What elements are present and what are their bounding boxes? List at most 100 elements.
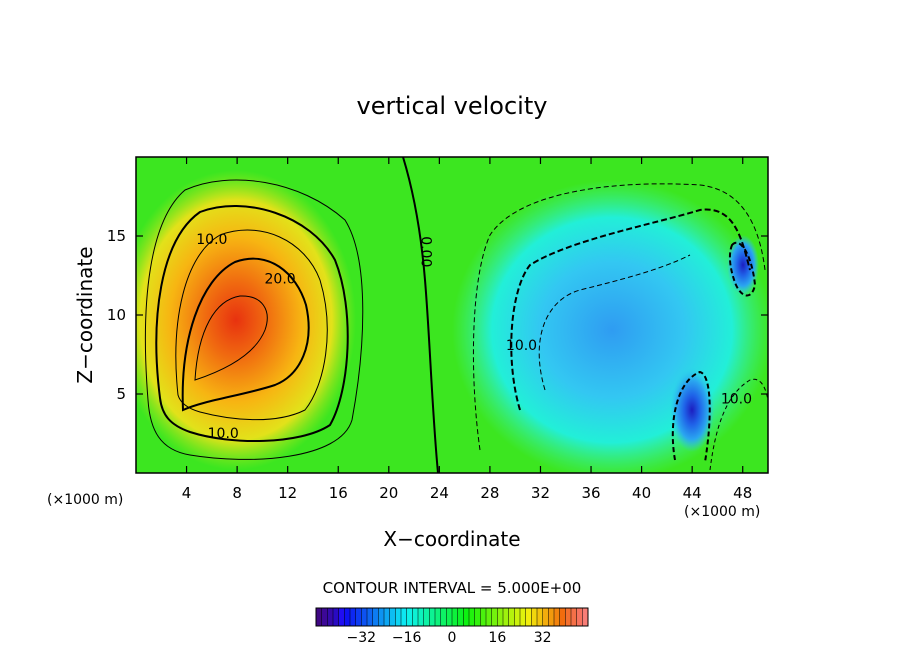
colorbar-cell [503,608,510,626]
colorbar-frame [315,607,589,627]
contour-line [194,295,268,381]
updraft-shading [136,170,356,470]
contour-line [538,254,691,391]
x-tick-label: 4 [182,484,192,502]
contour-line [510,208,751,411]
colorbar-cell [327,608,334,626]
colorbar-cell [321,608,328,626]
contour-line [181,257,310,412]
colorbar-cell [395,608,402,626]
colorbar-cell [372,608,379,626]
x-tick-label: 24 [430,484,449,502]
colorbar-cell [514,608,521,626]
colorbar-cell [412,608,419,626]
contour-label: 20.0 [265,271,296,287]
colorbar-cell [486,608,493,626]
colorbar-cell [497,608,504,626]
x-tick-label: 20 [379,484,398,502]
x-axis-unit-right: (×1000 m) [684,504,760,520]
colorbar-cell [457,608,464,626]
colorbar-cell [361,608,368,626]
colorbar-cell [508,608,515,626]
colorbar-cell [491,608,498,626]
contour-line [709,378,768,471]
chart-title: vertical velocity [357,92,548,120]
colorbar-cell [338,608,345,626]
colorbar-cell [480,608,487,626]
y-tick-label: 10 [107,306,126,324]
x-tick-label: 8 [232,484,242,502]
colorbar-cell [452,608,459,626]
colorbar-cell [429,608,436,626]
colorbar [315,607,589,627]
colorbar-cell [554,608,561,626]
colorbar-cell [350,608,357,626]
downdraft-shading [452,180,768,473]
x-tick-label: 12 [278,484,297,502]
colorbar-cell [565,608,572,626]
colorbar-cell [531,608,538,626]
contour-label: 0.00 [418,236,434,267]
colorbar-cell [446,608,453,626]
colorbar-cell [571,608,578,626]
colorbar-cell [333,608,340,626]
colorbar-ticks: −32 −16 0 16 32 [347,630,552,646]
x-tick-label: 16 [329,484,348,502]
colorbar-cell [474,608,481,626]
colorbar-cell [463,608,470,626]
colorbar-cell [542,608,549,626]
colorbar-cell [406,608,413,626]
colorbar-cell [525,608,532,626]
contour-label: 10.0 [721,391,752,407]
contour-line [155,204,349,443]
colorbar-cell [537,608,544,626]
colorbar-cell [418,608,425,626]
colorbar-cell [367,608,374,626]
y-axis-ticks: 5 10 15 [107,227,768,403]
colorbar-cell [384,608,391,626]
colorbar-cell [344,608,351,626]
colorbar-cell [548,608,555,626]
y-tick-label: 15 [107,227,126,245]
colorbar-cell [435,608,442,626]
colorbar-cell [582,608,589,626]
x-axis-ticks: 4 8 12 16 20 24 28 32 36 40 44 48 [182,157,752,502]
x-tick-label: 28 [480,484,499,502]
colorbar-cell [401,608,408,626]
contour-line [144,179,364,460]
contour-line [728,241,757,297]
colorbar-cell [378,608,385,626]
colorbar-cell [469,608,476,626]
colorbar-cell [576,608,583,626]
x-tick-label: 48 [733,484,752,502]
x-tick-label: 40 [632,484,651,502]
colorbar-tick-label: −32 [347,630,377,646]
contour-label: 10.0 [208,426,239,442]
y-tick-label: 5 [116,385,126,403]
x-axis-label: X−coordinate [383,527,520,551]
contour-labels: 10.0 20.0 10.0 0.00 10.0 10.0 [196,232,752,442]
colorbar-cell [423,608,430,626]
x-tick-label: 44 [683,484,702,502]
colorbar-cell [355,608,362,626]
contour-line [175,229,328,421]
x-tick-label: 32 [531,484,550,502]
x-axis-unit-left: (×1000 m) [47,492,123,508]
colorbar-tick-label: 16 [488,630,506,646]
colorbar-cell [389,608,396,626]
field-shading [136,157,768,473]
colorbar-cell [440,608,447,626]
colorbar-cell [316,608,323,626]
contour-lines [144,157,768,473]
y-axis-label: Z−coordinate [73,246,97,383]
x-tick-label: 36 [581,484,600,502]
downdraft-core-low [670,368,714,452]
contour-line [402,157,439,473]
colorbar-tick-label: 32 [534,630,552,646]
colorbar-cell [520,608,527,626]
contour-line [671,370,711,463]
contour-interval-text: CONTOUR INTERVAL = 5.000E+00 [323,579,582,597]
contour-label: 10.0 [506,338,537,354]
contour-label: 10.0 [196,232,227,248]
